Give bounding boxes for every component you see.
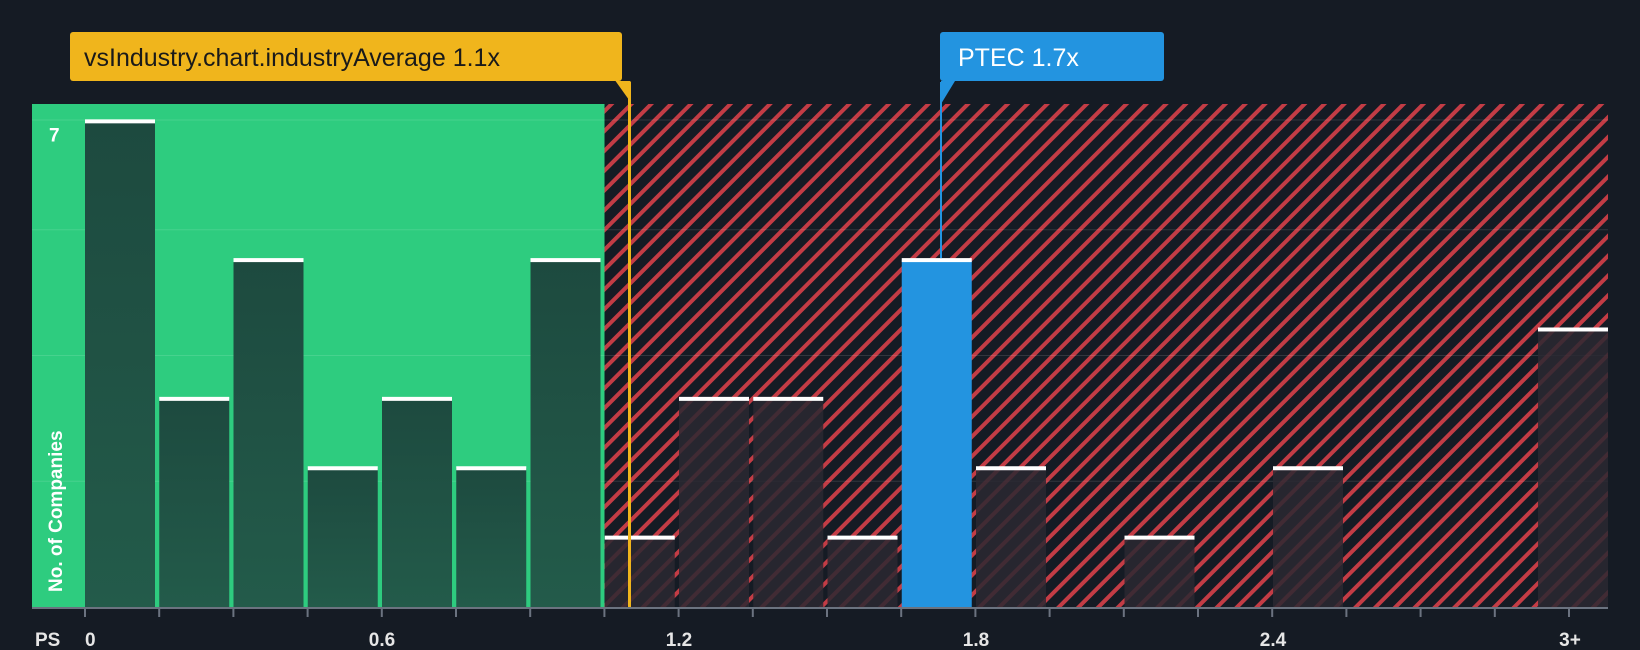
company-badge-pointer xyxy=(941,81,955,104)
bar-1.2 xyxy=(679,398,749,607)
bar-cap xyxy=(1538,327,1608,332)
bar-cap xyxy=(1273,466,1343,471)
bar-0.9 xyxy=(530,260,601,607)
bar-cap xyxy=(85,119,155,124)
bar-cap xyxy=(901,258,972,263)
industry-average-badge: vsIndustry.chart.industryAverage 1.1x xyxy=(70,32,631,102)
bar-0.0 xyxy=(85,121,155,608)
bar-cap xyxy=(233,258,304,263)
x-tick-label: 0.6 xyxy=(369,630,395,650)
bar-cap xyxy=(604,535,675,540)
industry-average-label: vsIndustry.chart.industryAverage 1.1x xyxy=(84,44,500,72)
bar-cap xyxy=(382,396,452,401)
company-badge: PTEC 1.7x xyxy=(940,32,1164,104)
bar-cap xyxy=(827,535,898,540)
industry-average-badge-pointer xyxy=(615,81,631,102)
bar-3+ xyxy=(1538,329,1608,607)
bar-2.1 xyxy=(1124,537,1195,607)
x-tick-label: 1.2 xyxy=(666,630,692,650)
x-tick-label: 0 xyxy=(85,630,96,650)
bar-cap xyxy=(159,396,230,401)
x-tick-label: 3+ xyxy=(1559,630,1581,650)
bar-0.75 xyxy=(456,468,527,607)
bar-cap xyxy=(530,258,601,263)
bar-1.5 xyxy=(827,537,898,607)
x-axis-title: PS xyxy=(35,630,60,650)
bar-0.6 xyxy=(382,398,452,607)
bar-cap xyxy=(753,396,824,401)
bar-1.05 xyxy=(604,537,675,607)
x-tick-label: 1.8 xyxy=(963,630,989,650)
bar-company xyxy=(901,260,972,607)
bar-2.4 xyxy=(1273,468,1343,607)
bar-cap xyxy=(976,466,1046,471)
company-label: PTEC 1.7x xyxy=(958,44,1079,72)
company-badge-bg xyxy=(940,32,1164,81)
bar-cap xyxy=(307,466,378,471)
y-tick-label: 7 xyxy=(49,125,60,146)
bar-1.8 xyxy=(976,468,1046,607)
bar-0.3 xyxy=(233,260,304,607)
bar-cap xyxy=(1124,535,1195,540)
industry-average-badge-bg xyxy=(70,32,622,81)
bar-cap xyxy=(456,466,527,471)
bar-0.15 xyxy=(159,398,230,607)
y-axis-title: No. of Companies xyxy=(46,430,67,592)
x-tick-label: 2.4 xyxy=(1260,630,1287,650)
bar-0.45 xyxy=(307,468,378,607)
bar-1.35 xyxy=(753,398,824,607)
bar-cap xyxy=(679,396,749,401)
